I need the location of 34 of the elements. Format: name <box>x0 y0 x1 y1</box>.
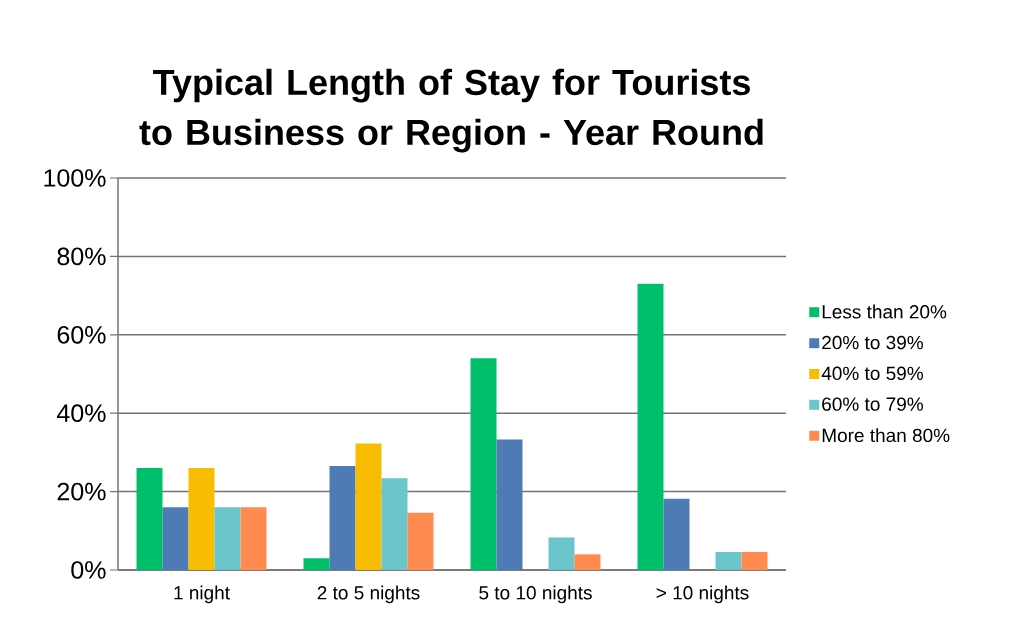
x-tick-label: 2 to 5 nights <box>317 585 420 604</box>
legend-label: 60% to 79% <box>822 397 923 411</box>
bar <box>741 551 768 570</box>
bar <box>303 558 330 570</box>
bar <box>136 468 163 570</box>
bar <box>355 443 382 570</box>
bar <box>188 468 215 570</box>
bar <box>162 507 189 570</box>
y-tick-label: 60% <box>57 325 106 344</box>
x-tick-label: > 10 nights <box>656 585 749 604</box>
bar <box>715 551 742 570</box>
bar <box>637 283 664 570</box>
bar <box>470 358 497 570</box>
y-tick-label: 20% <box>57 482 106 501</box>
y-tick-label: 0% <box>71 561 106 579</box>
y-tick-label: 40% <box>57 404 106 423</box>
bar <box>240 507 267 570</box>
chart-title: Typical Length of Stay for Tourists to Business or Region - Year Round <box>139 68 763 153</box>
bar <box>381 478 408 570</box>
bar <box>574 554 601 570</box>
legend-label: 20% to 39% <box>822 335 923 350</box>
legend-label: Less than 20% <box>822 304 947 319</box>
bar <box>407 512 434 570</box>
y-tick-label: 80% <box>57 247 106 266</box>
bar <box>663 498 690 570</box>
x-tick-label: 1 night <box>174 585 230 604</box>
x-tick-label: 5 to 10 nights <box>479 585 592 604</box>
bar <box>329 466 356 570</box>
bar <box>496 439 523 570</box>
bar <box>548 537 575 570</box>
legend-label: 40% to 59% <box>821 366 923 381</box>
bar <box>214 507 241 570</box>
y-tick-label: 100% <box>44 169 106 187</box>
legend-label: More than 80% <box>822 428 950 443</box>
